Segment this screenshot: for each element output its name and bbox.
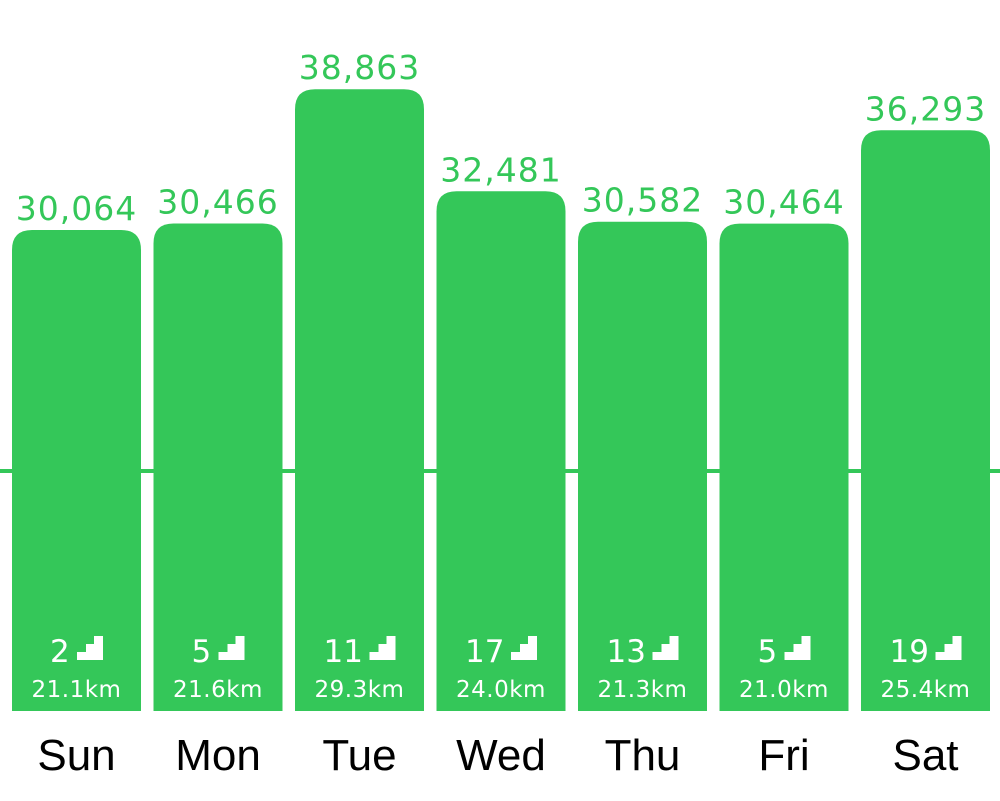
value-label: 30,582 bbox=[582, 181, 703, 220]
distance-label: 21.6km bbox=[173, 677, 263, 703]
floors-count: 5 bbox=[758, 634, 778, 670]
value-label: 36,293 bbox=[865, 89, 986, 128]
day-label: Sun bbox=[37, 731, 115, 780]
distance-label: 21.3km bbox=[598, 677, 688, 703]
day-label: Sat bbox=[892, 731, 958, 780]
floors-count: 13 bbox=[607, 634, 646, 670]
value-label: 30,466 bbox=[157, 183, 278, 222]
bar-fri bbox=[719, 223, 849, 712]
stairs-icon bbox=[511, 636, 537, 660]
stairs-icon bbox=[218, 636, 245, 660]
value-label: 30,064 bbox=[16, 189, 137, 228]
floors-count: 2 bbox=[50, 634, 70, 670]
value-label: 30,464 bbox=[723, 183, 844, 222]
day-label: Tue bbox=[322, 731, 396, 780]
distance-label: 29.3km bbox=[315, 677, 405, 703]
bar-mon bbox=[153, 223, 283, 711]
stairs-icon bbox=[935, 636, 962, 660]
distance-label: 21.1km bbox=[32, 677, 122, 703]
bar-sat bbox=[861, 130, 990, 711]
distance-label: 24.0km bbox=[456, 677, 546, 703]
floors-count: 5 bbox=[192, 634, 212, 670]
stairs-icon bbox=[784, 636, 811, 660]
bar-wed bbox=[436, 191, 566, 711]
day-label: Thu bbox=[605, 731, 681, 780]
floors-count: 11 bbox=[324, 634, 363, 670]
stairs-icon bbox=[652, 636, 679, 660]
bar-tue bbox=[295, 89, 424, 711]
value-label: 32,481 bbox=[440, 150, 561, 189]
stairs-icon bbox=[369, 636, 396, 660]
stairs-icon bbox=[77, 636, 103, 660]
day-label: Fri bbox=[758, 731, 809, 780]
distance-label: 21.0km bbox=[739, 677, 829, 703]
floors-count: 19 bbox=[890, 634, 929, 670]
floors-count: 17 bbox=[465, 634, 504, 670]
day-label: Wed bbox=[456, 731, 546, 780]
day-label: Mon bbox=[175, 731, 261, 780]
value-label: 38,863 bbox=[299, 48, 420, 87]
distance-label: 25.4km bbox=[881, 677, 971, 703]
bar-thu bbox=[578, 221, 707, 712]
bars-group: 30,064 2 21.1km Sun 30,466 5 21.6km Mon 38,863 11… bbox=[12, 48, 990, 780]
bar-sun bbox=[12, 229, 141, 711]
